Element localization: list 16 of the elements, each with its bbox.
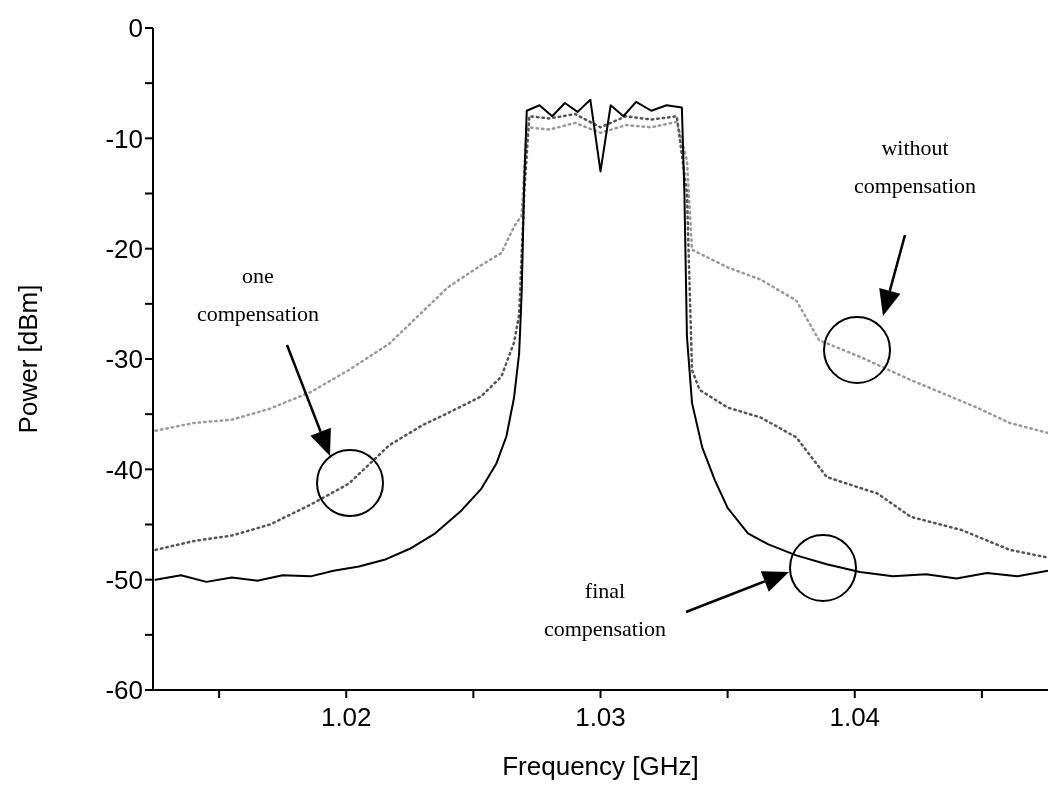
line-series bbox=[154, 120, 1048, 435]
y-tick-label: -40 bbox=[105, 454, 143, 485]
x-axis-title: Frequency [GHz] bbox=[502, 751, 699, 781]
annotation: without compensation bbox=[853, 135, 977, 198]
y-tick-label: -50 bbox=[105, 564, 143, 595]
y-tick-label: -30 bbox=[105, 344, 143, 375]
y-tick-label: -20 bbox=[105, 233, 143, 264]
x-tick-label: 1.03 bbox=[575, 702, 626, 733]
y-tick-label: -10 bbox=[105, 123, 143, 154]
x-tick-label: 1.02 bbox=[320, 702, 372, 733]
y-tick-label: -60 bbox=[105, 675, 143, 706]
y-axis-title: Power [dBm] bbox=[13, 284, 44, 434]
annotation: one compensation bbox=[196, 263, 320, 326]
x-tick-label: 1.04 bbox=[829, 702, 881, 733]
y-tick-label: 0 bbox=[128, 13, 143, 44]
annotation: final compensation bbox=[543, 578, 667, 641]
